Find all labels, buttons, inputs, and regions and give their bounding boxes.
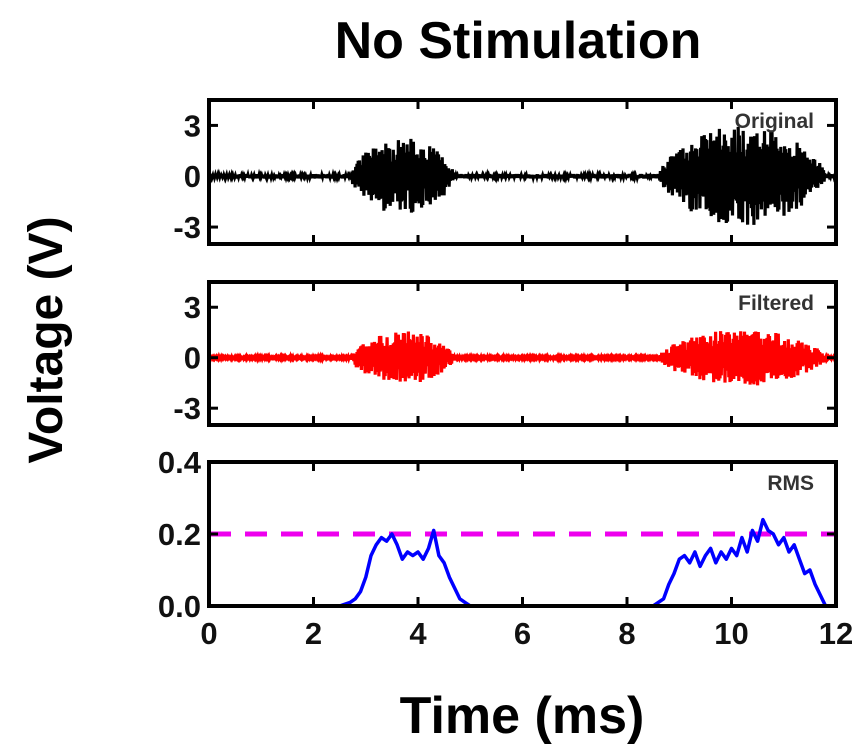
y-tick-label: 3 (184, 108, 201, 143)
panel-label: Filtered (738, 292, 814, 315)
panel-label: Original (735, 110, 814, 133)
x-tick-label: 8 (618, 616, 635, 651)
x-tick-label: 10 (714, 616, 748, 651)
panel-frame (207, 460, 838, 608)
series-line-rms (209, 517, 836, 606)
y-tick-label: 3 (184, 290, 201, 325)
y-tick-label: 0 (184, 341, 201, 376)
x-tick-label: 4 (409, 616, 427, 651)
panel-filtered: 3 0 -3 Filtered (173, 280, 838, 427)
x-tick-label: 2 (305, 616, 322, 651)
panels-group: 3 0 -3 Original 3 0 -3 Filtered 0.4 0.2 0.0 RMS (158, 98, 838, 624)
x-tick-label: 6 (514, 616, 531, 651)
y-axis-label: Voltage (V) (20, 216, 73, 463)
chart-title: No Stimulation (335, 12, 702, 70)
x-tick-labels: 0 2 4 6 8 10 12 (200, 616, 853, 651)
y-tick-label: 0 (184, 159, 201, 194)
panel-original: 3 0 -3 Original (173, 98, 838, 246)
y-tick-label: 0.0 (158, 589, 201, 624)
x-tick-label: 0 (200, 616, 217, 651)
x-axis-label: Time (ms) (400, 687, 645, 745)
y-tick-label: -3 (173, 391, 201, 426)
series-line-filtered (209, 331, 836, 386)
panel-rms: 0.4 0.2 0.0 RMS (158, 445, 838, 624)
y-tick-label: 0.4 (158, 445, 202, 480)
x-tick-label: 12 (819, 616, 853, 651)
y-tick-label: -3 (173, 210, 201, 245)
y-tick-label: 0.2 (158, 517, 201, 552)
panel-label: RMS (767, 472, 814, 495)
series-line-original (209, 126, 836, 225)
